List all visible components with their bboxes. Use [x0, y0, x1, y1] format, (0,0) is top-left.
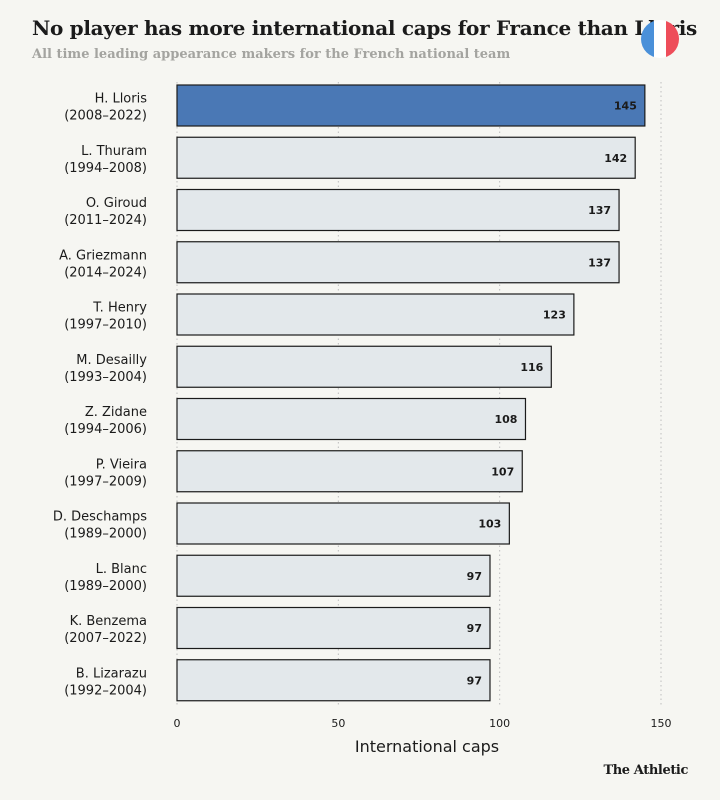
bar [176, 293, 575, 336]
category-label: L. Blanc (1989–2000) [64, 562, 147, 594]
category-label: P. Vieira (1997–2009) [64, 457, 147, 489]
category-label: Z. Zidane (1994–2006) [64, 405, 147, 437]
bar-value-label: 103 [478, 518, 501, 531]
category-label: H. Lloris (2008–2022) [64, 92, 147, 124]
bar [176, 659, 491, 702]
category-label: L. Thuram (1994–2008) [64, 144, 147, 176]
chart-title: No player has more international caps fo… [32, 16, 697, 40]
bar [176, 188, 620, 232]
bar-value-label: 145 [614, 100, 637, 113]
flag-stripe-red [666, 20, 679, 58]
bar-value-label: 137 [588, 256, 611, 269]
france-flag-icon [641, 20, 679, 58]
category-label: B. Lizarazu (1992–2004) [64, 666, 147, 698]
flag-stripe-white [653, 20, 667, 58]
category-label: K. Benzema (2007–2022) [64, 614, 147, 646]
bar-value-label: 107 [491, 465, 514, 478]
bar [176, 450, 523, 493]
bar-value-label: 123 [543, 309, 566, 322]
x-axis-ticks: 0 50 100 150 [174, 717, 672, 730]
x-tick-label: 100 [489, 717, 510, 730]
x-tick-label: 50 [331, 717, 345, 730]
x-tick-label: 150 [651, 717, 672, 730]
category-label: M. Desailly (1993–2004) [64, 353, 147, 385]
bar [176, 345, 552, 388]
chart-subtitle: All time leading appearance makers for t… [32, 47, 511, 62]
bar-value-label: 116 [520, 361, 543, 374]
category-label: O. Giroud (2011–2024) [64, 196, 147, 228]
category-label: T. Henry (1997–2010) [64, 301, 147, 333]
bar [176, 554, 491, 597]
flag-stripe-blue [641, 20, 654, 58]
category-label: D. Deschamps (1989–2000) [53, 510, 147, 542]
bar [176, 84, 646, 127]
bar-value-label: 108 [495, 413, 518, 426]
bar [176, 136, 636, 179]
bar-value-label: 97 [467, 622, 482, 635]
gridlines [176, 82, 662, 705]
bar-value-label: 137 [588, 204, 611, 217]
category-label: A. Griezmann (2014–2024) [59, 248, 147, 280]
category-labels: H. Lloris (2008–2022) L. Thuram (1994–2008)… [53, 92, 147, 699]
bar [176, 397, 527, 441]
bar [176, 241, 620, 284]
bar-value-label: 97 [467, 674, 482, 687]
bar-value-label: 97 [467, 570, 482, 583]
bar-value-label: 142 [604, 152, 627, 165]
brand-logo: The Athletic [603, 763, 688, 778]
bar [176, 502, 510, 545]
bars: 145 142 137 137 123 116 108 107 103 97 97 97 [176, 84, 646, 702]
x-tick-label: 0 [174, 717, 181, 730]
bar [176, 606, 491, 650]
x-axis-title: International caps [355, 737, 499, 756]
